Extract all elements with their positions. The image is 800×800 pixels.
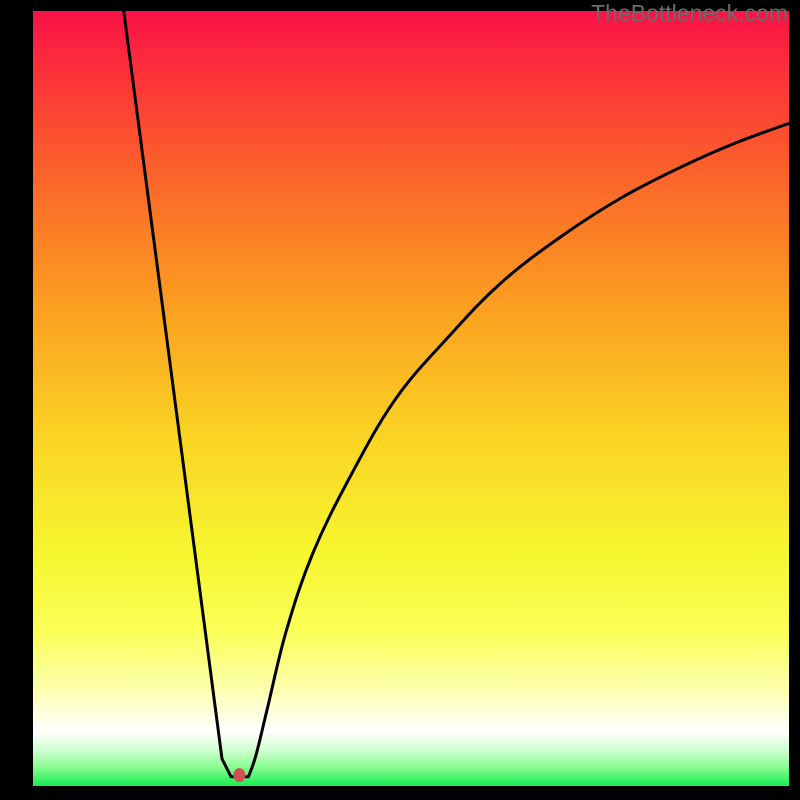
watermark-text: TheBottleneck.com xyxy=(591,0,788,27)
optimum-marker xyxy=(233,768,245,782)
plot-area xyxy=(33,11,789,786)
plot-background xyxy=(33,11,789,786)
chart-container: TheBottleneck.com xyxy=(0,0,800,800)
chart-svg xyxy=(33,11,789,786)
